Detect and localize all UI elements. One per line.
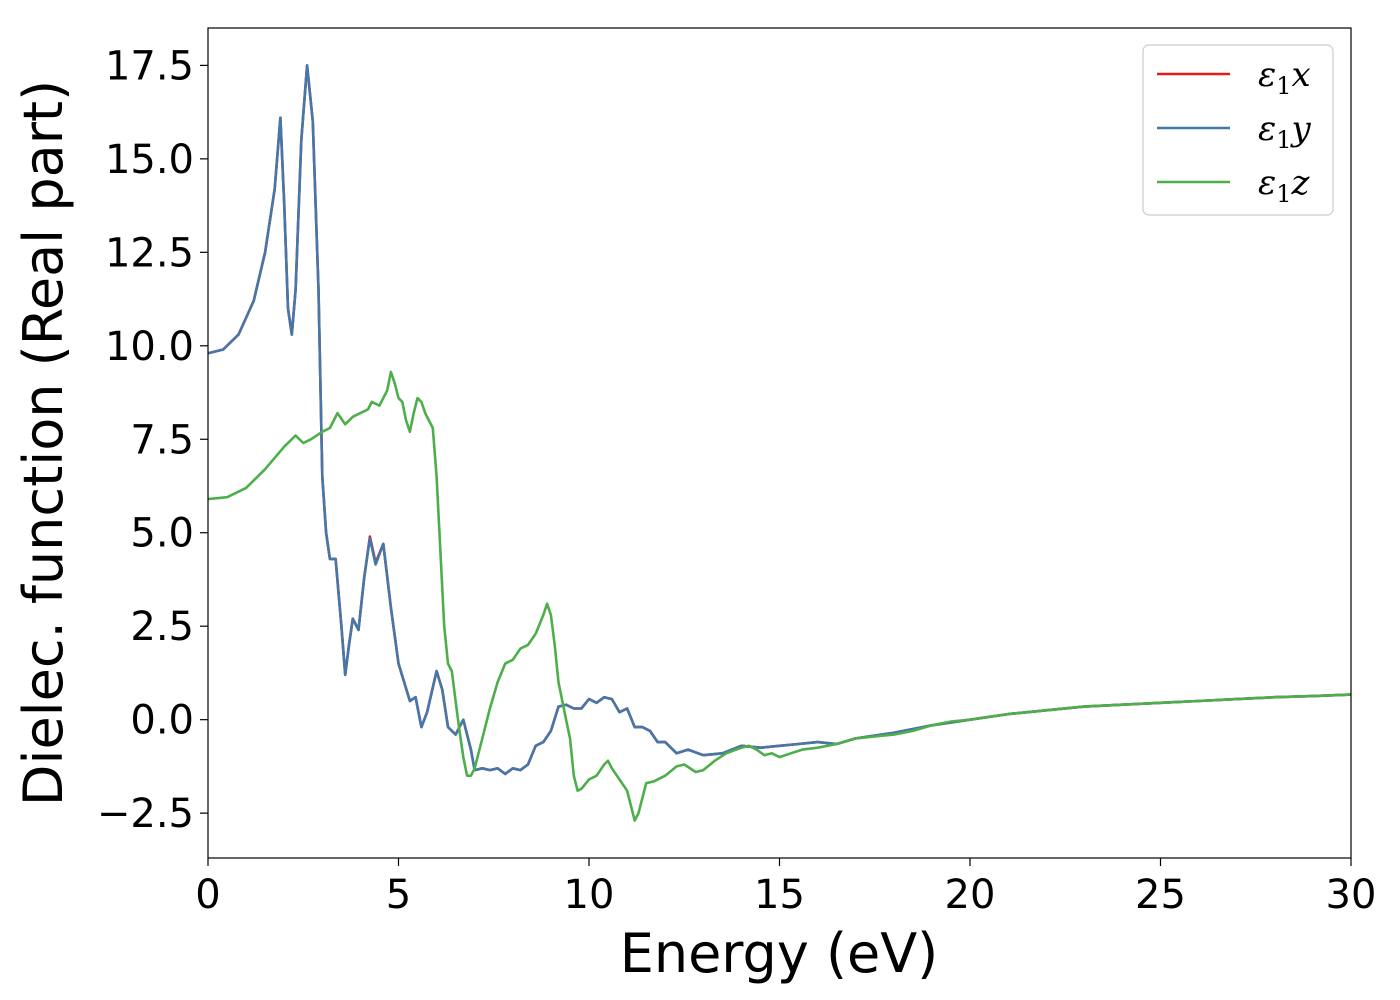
x-tick-label: 0	[195, 872, 220, 918]
y-axis: −2.5 0.0 2.5 5.0 7.5 10.0 12.5 15.0 17.5	[97, 43, 208, 837]
x-axis: 0 5 10 15 20 25 30	[195, 858, 1376, 918]
series-layer	[208, 64, 1351, 822]
y-tick-label: 17.5	[105, 43, 194, 89]
legend-box	[1142, 44, 1334, 216]
x-tick-label: 20	[945, 872, 996, 918]
y-tick-label: −2.5	[97, 791, 194, 837]
legend-label-x: ε1x	[1258, 55, 1311, 100]
x-tick-label: 5	[386, 872, 411, 918]
y-tick-label: 7.5	[130, 417, 194, 463]
series-line-z	[208, 370, 1351, 822]
x-tick-label: 10	[564, 872, 615, 918]
y-tick-label: 10.0	[105, 324, 194, 370]
y-tick-label: 0.0	[130, 698, 194, 744]
y-tick-label: 15.0	[105, 137, 194, 183]
y-tick-label: 5.0	[130, 511, 194, 557]
y-tick-label: 2.5	[130, 604, 194, 650]
legend-label-z: ε1z	[1258, 163, 1311, 208]
series-line-y	[208, 64, 1351, 776]
y-tick-label: 12.5	[105, 230, 194, 276]
x-tick-label: 15	[754, 872, 805, 918]
y-axis-title: Dielec. function (Real part)	[12, 80, 75, 806]
x-tick-label: 30	[1326, 872, 1377, 918]
legend: ε1x ε1y ε1z	[1142, 44, 1334, 216]
x-tick-label: 25	[1135, 872, 1186, 918]
x-axis-title: Energy (eV)	[620, 922, 939, 985]
legend-label-y: ε1y	[1258, 109, 1312, 154]
